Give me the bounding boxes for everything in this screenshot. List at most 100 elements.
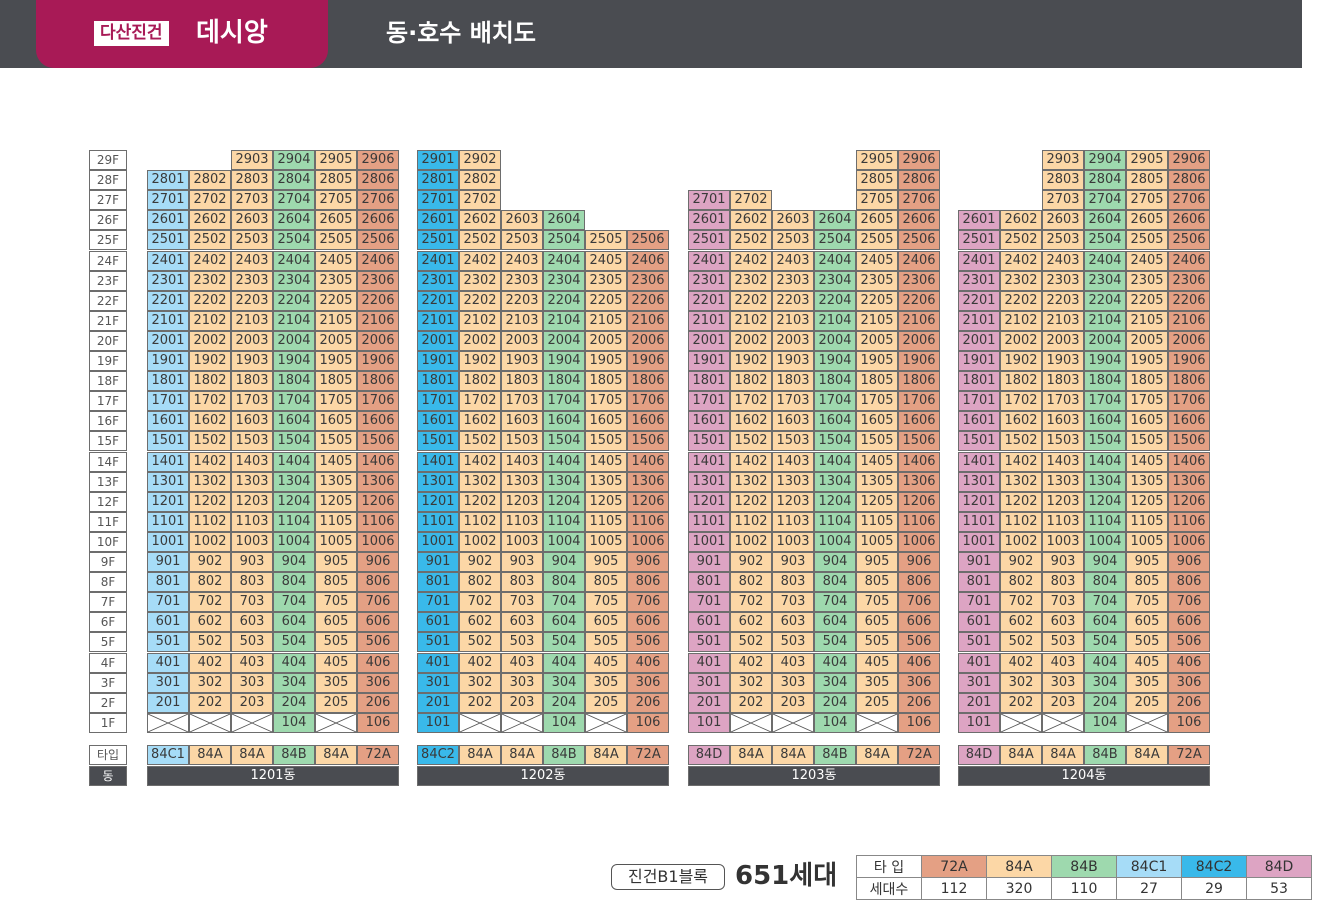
unit-cell: 2401 <box>958 250 1000 271</box>
unit-cell: 2402 <box>459 250 501 271</box>
unit-cell: 2204 <box>273 290 315 311</box>
unit-cell: 1503 <box>231 431 273 452</box>
legend-type: 84B <box>1051 855 1117 878</box>
unit-cell: 1802 <box>730 371 772 392</box>
unit-cell: 106 <box>357 712 399 733</box>
unit-cell: 1104 <box>814 511 856 532</box>
unit-cell: 1904 <box>273 351 315 371</box>
unit-cell: 1002 <box>730 531 772 552</box>
unit-cell: 603 <box>231 612 273 633</box>
unit-cell: 2303 <box>231 270 273 291</box>
unit-cell: 2301 <box>688 270 730 291</box>
unit-cell: 1803 <box>1042 371 1084 392</box>
unit-cell: 1604 <box>814 411 856 432</box>
unit-cell: 905 <box>856 552 898 572</box>
legend-type-row: 타 입 72A 84A 84B 84C1 84C2 84D <box>856 855 1312 878</box>
unit-cell: 1901 <box>147 351 189 371</box>
floor-label: 14F <box>89 451 127 472</box>
floor-label: 1F <box>89 712 127 733</box>
unit-cell: 503 <box>772 632 814 653</box>
unit-cell: 605 <box>585 612 627 633</box>
unit-cell: 802 <box>189 572 231 593</box>
unit-cell: 801 <box>417 572 459 593</box>
unit-cell: 501 <box>688 632 730 653</box>
unit-cell: 904 <box>273 552 315 572</box>
floor-label: 18F <box>89 371 127 392</box>
unit-cell: 2603 <box>501 210 543 231</box>
unit-cell: 1402 <box>189 451 231 472</box>
unit-cell: 1804 <box>1084 371 1126 392</box>
unit-cell: 2302 <box>189 270 231 291</box>
unit-cell: 1201 <box>147 491 189 512</box>
unit-cell: 304 <box>814 672 856 693</box>
unit-cell: 1203 <box>501 491 543 512</box>
unit-cell: 702 <box>189 592 231 613</box>
unit-cell: 2104 <box>543 310 585 331</box>
unit-cell: 2904 <box>1084 150 1126 170</box>
unit-cell: 2402 <box>1000 250 1042 271</box>
unit-cell: 1603 <box>1042 411 1084 432</box>
unit-cell: 2104 <box>1084 310 1126 331</box>
unit-cell: 2203 <box>1042 290 1084 311</box>
unit-cell: 506 <box>1168 632 1210 653</box>
unit-cell: 2305 <box>1126 270 1168 291</box>
unit-cell: 804 <box>273 572 315 593</box>
unit-cell: 1604 <box>1084 411 1126 432</box>
unit-cell: 1004 <box>814 531 856 552</box>
unit-cell: 2103 <box>1042 310 1084 331</box>
unit-cell: 1103 <box>501 511 543 532</box>
unit-cell: 905 <box>315 552 357 572</box>
unit-cell: 2702 <box>459 190 501 211</box>
unit-cell: 501 <box>147 632 189 653</box>
unit-cell: 1404 <box>814 451 856 472</box>
unit-cell: 2406 <box>898 250 940 271</box>
unit-cell: 205 <box>1126 692 1168 713</box>
unit-cell: 506 <box>627 632 669 653</box>
unit-cell: 2106 <box>627 310 669 331</box>
unit-cell: 204 <box>1084 692 1126 713</box>
unit-cell: 704 <box>1084 592 1126 613</box>
unit-cell: 1104 <box>1084 511 1126 532</box>
unit-cell: 2205 <box>856 290 898 311</box>
unit-cell: 2004 <box>814 330 856 351</box>
floor-label: 24F <box>89 250 127 271</box>
unit-cell: 2202 <box>730 290 772 311</box>
unit-cell: 2101 <box>688 310 730 331</box>
unit-cell: 404 <box>543 652 585 673</box>
unit-cell: 606 <box>1168 612 1210 633</box>
unit-cell: 1605 <box>1126 411 1168 432</box>
unit-cell: 403 <box>1042 652 1084 673</box>
unit-cell: 2904 <box>273 150 315 170</box>
unit-cell: 206 <box>898 692 940 713</box>
unit-cell: 901 <box>147 552 189 572</box>
unit-cell: 1903 <box>231 351 273 371</box>
unit-cell: 1402 <box>1000 451 1042 472</box>
unit-cell: 2505 <box>585 230 627 251</box>
unit-cell: 2301 <box>147 270 189 291</box>
unit-cell: 2806 <box>1168 170 1210 191</box>
unit-cell: 1902 <box>189 351 231 371</box>
unit-cell: 2401 <box>147 250 189 271</box>
unit-cell: 306 <box>1168 672 1210 693</box>
unit-cell: 2206 <box>627 290 669 311</box>
unit-cell: 104 <box>273 712 315 733</box>
unit-cell: 2706 <box>1168 190 1210 211</box>
unit-cell: 1205 <box>856 491 898 512</box>
unit-cell: 803 <box>772 572 814 593</box>
floor-label: 9F <box>89 552 127 572</box>
unit-cell: 2903 <box>231 150 273 170</box>
unit-cell: 1504 <box>1084 431 1126 452</box>
type-cell: 84A <box>501 745 543 765</box>
unit-cell: 2103 <box>501 310 543 331</box>
unit-cell: 803 <box>1042 572 1084 593</box>
unit-cell: 405 <box>315 652 357 673</box>
unit-cell: 2405 <box>856 250 898 271</box>
unit-cell: 2001 <box>958 330 1000 351</box>
unit-cell: 1101 <box>688 511 730 532</box>
unit-cell: 906 <box>357 552 399 572</box>
unit-cell: 1406 <box>1168 451 1210 472</box>
block-label: 진건B1블록 <box>611 864 725 890</box>
unit-cell: 405 <box>856 652 898 673</box>
unit-cell: 1602 <box>730 411 772 432</box>
unit-cell: 2206 <box>1168 290 1210 311</box>
